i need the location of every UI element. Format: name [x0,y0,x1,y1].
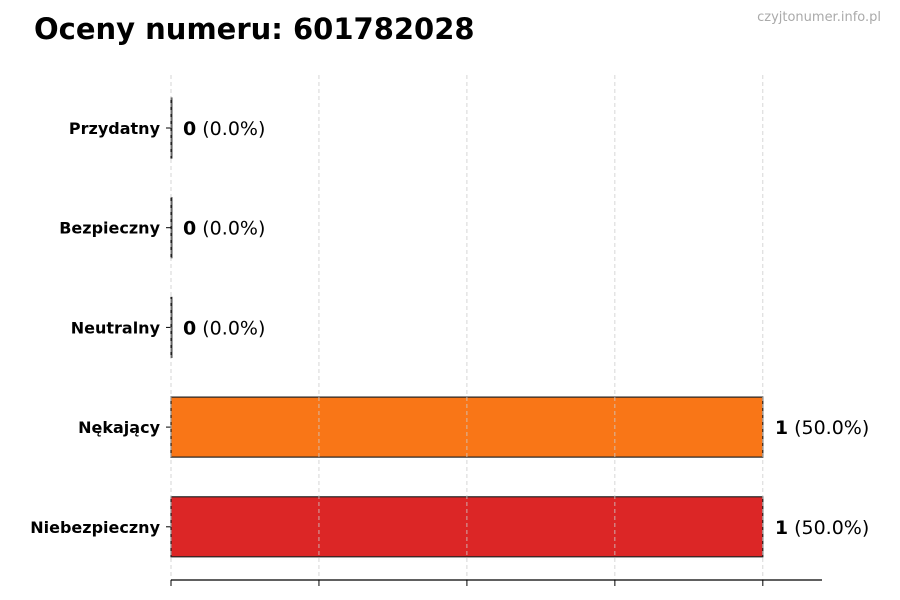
value-label: 0 (0.0%) [183,118,265,140]
category-label: Neutralny [71,318,161,337]
value-label: 1 (50.0%) [775,417,869,439]
category-label: Nękający [78,418,160,437]
value-label: 0 (0.0%) [183,218,265,240]
category-label: Niebezpieczny [30,518,160,537]
value-label: 0 (0.0%) [183,317,265,339]
category-label: Bezpieczny [59,219,160,238]
category-label: Przydatny [69,119,161,138]
chart-title: Oceny numeru: 601782028 [34,12,475,46]
bar-1 [170,197,173,259]
value-label: 1 (50.0%) [775,517,869,539]
watermark: czyjtonumer.info.pl [757,10,881,25]
